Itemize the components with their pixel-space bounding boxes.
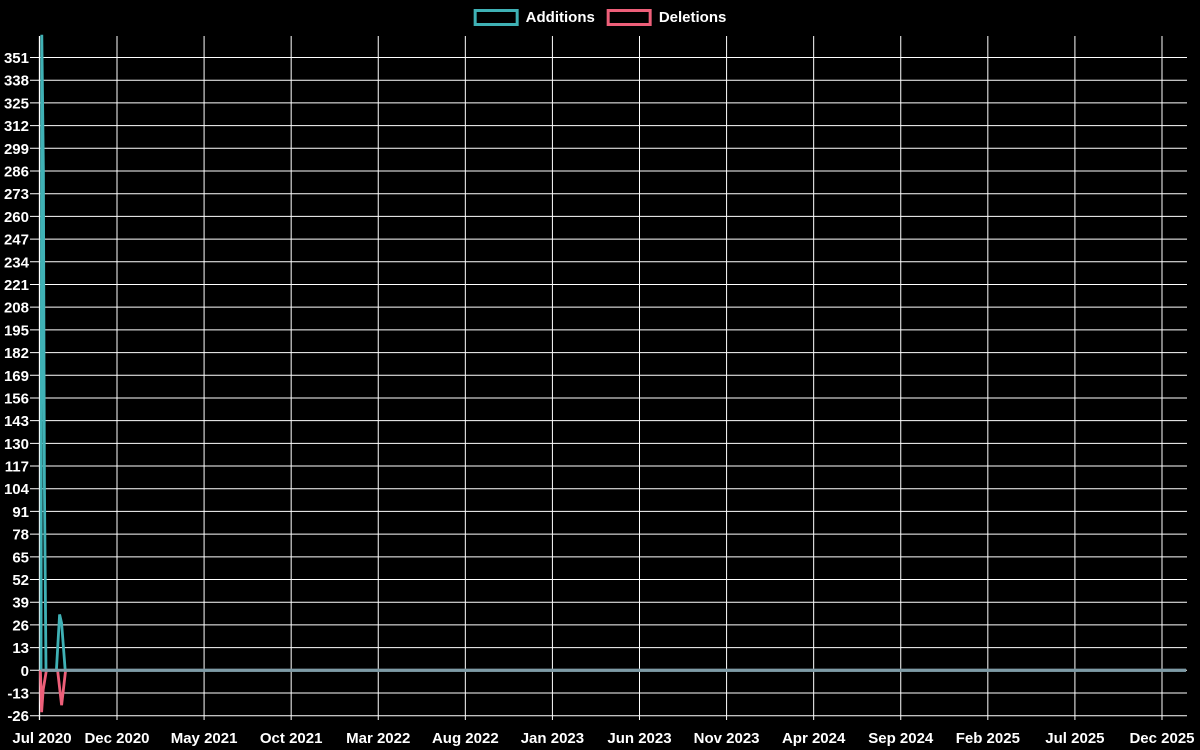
legend-additions-label: Additions <box>525 9 595 26</box>
x-tick-label: Jul 2025 <box>1045 730 1104 747</box>
y-tick-label: 208 <box>4 300 29 317</box>
x-tick-label: Jul 2020 <box>12 730 71 747</box>
y-tick-label: 338 <box>4 73 29 90</box>
deletions-swatch-icon <box>606 9 652 26</box>
y-tick-label: 143 <box>4 413 29 430</box>
y-tick-label: -26 <box>7 708 29 725</box>
x-tick-label: Jun 2023 <box>607 730 671 747</box>
legend-item-additions[interactable]: Additions <box>473 9 595 26</box>
y-tick-label: 195 <box>4 322 29 339</box>
x-tick-label: Apr 2024 <box>782 730 846 747</box>
y-tick-label: 351 <box>4 50 29 67</box>
y-tick-label: 52 <box>12 572 29 589</box>
y-tick-label: 312 <box>4 118 29 135</box>
y-tick-label: 325 <box>4 95 29 112</box>
x-tick-label: Feb 2025 <box>956 730 1020 747</box>
y-tick-label: 130 <box>4 436 29 453</box>
y-tick-label: 65 <box>12 549 29 566</box>
y-tick-label: 221 <box>4 277 29 294</box>
y-tick-label: 260 <box>4 209 29 226</box>
x-tick-label: May 2021 <box>171 730 238 747</box>
y-tick-label: 104 <box>4 481 30 498</box>
x-tick-label: Nov 2023 <box>694 730 760 747</box>
legend-deletions-label: Deletions <box>658 9 727 26</box>
y-tick-label: 26 <box>12 617 29 634</box>
y-tick-label: 117 <box>5 459 29 476</box>
y-tick-label: 286 <box>4 164 29 181</box>
y-tick-label: 91 <box>12 504 29 521</box>
y-tick-label: 39 <box>12 595 29 612</box>
x-tick-label: Sep 2024 <box>868 730 934 747</box>
additions-swatch-icon <box>473 9 519 26</box>
x-tick-label: Jan 2023 <box>521 730 584 747</box>
series-line-deletions <box>39 668 1186 713</box>
legend-item-deletions[interactable]: Deletions <box>606 9 727 26</box>
y-tick-label: 273 <box>4 186 29 203</box>
y-tick-label: 169 <box>4 368 29 385</box>
y-tick-label: 247 <box>4 232 29 249</box>
x-tick-label: Dec 2020 <box>84 730 149 747</box>
x-tick-label: Oct 2021 <box>260 730 323 747</box>
y-tick-label: -13 <box>7 685 29 702</box>
x-tick-label: Mar 2022 <box>346 730 410 747</box>
y-tick-label: 234 <box>4 254 30 271</box>
y-tick-label: 299 <box>4 141 29 158</box>
x-tick-label: Aug 2022 <box>432 730 499 747</box>
y-tick-label: 0 <box>21 663 29 680</box>
y-tick-label: 182 <box>4 345 29 362</box>
y-tick-label: 156 <box>4 390 29 407</box>
y-tick-label: 78 <box>12 527 29 544</box>
chart-legend: Additions Deletions <box>473 9 727 26</box>
x-tick-label: Dec 2025 <box>1129 730 1194 747</box>
y-tick-label: 13 <box>12 640 29 657</box>
